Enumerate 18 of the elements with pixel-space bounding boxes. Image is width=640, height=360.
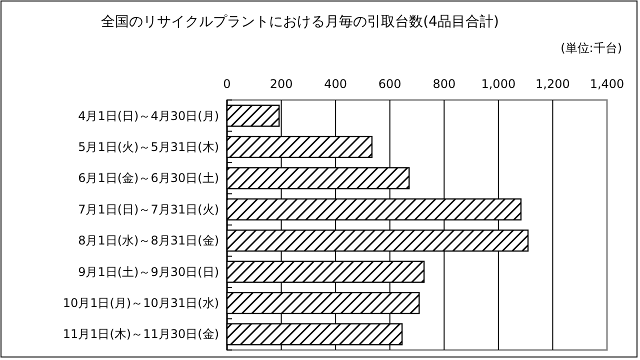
y-tick-label: 5月1日(火)～5月31日(木)	[78, 140, 219, 154]
x-tick-label: 200	[270, 77, 293, 91]
x-tick-label: 400	[324, 77, 348, 91]
x-tick-label: 600	[378, 77, 402, 91]
y-tick-label: 7月1日(日)～7月31日(火)	[78, 202, 219, 216]
y-tick-label: 9月1日(土)～9月30日(日)	[78, 264, 219, 279]
y-tick-label: 10月1日(月)～10月31日(水)	[62, 296, 219, 310]
chart-title: 全国のリサイクルプラントにおける月毎の引取台数(4品目合計)	[101, 14, 499, 30]
y-tick-label: 4月1日(日)～4月30日(月)	[78, 108, 219, 123]
x-tick-label: 1,200	[536, 77, 570, 91]
text: (単位:千台)	[560, 41, 622, 55]
y-tick-label: 8月1日(水)～8月31日(金)	[78, 234, 219, 248]
y-tick-label: 11月1日(木)～11月30日(金)	[62, 327, 219, 342]
x-tick-label: 0	[223, 77, 231, 91]
x-tick-label: 1,400	[590, 77, 624, 91]
x-tick-label: 1,000	[481, 77, 516, 91]
x-tick-label: 800	[432, 77, 456, 91]
y-tick-label: 6月1日(金)～6月30日(土)	[78, 171, 219, 186]
